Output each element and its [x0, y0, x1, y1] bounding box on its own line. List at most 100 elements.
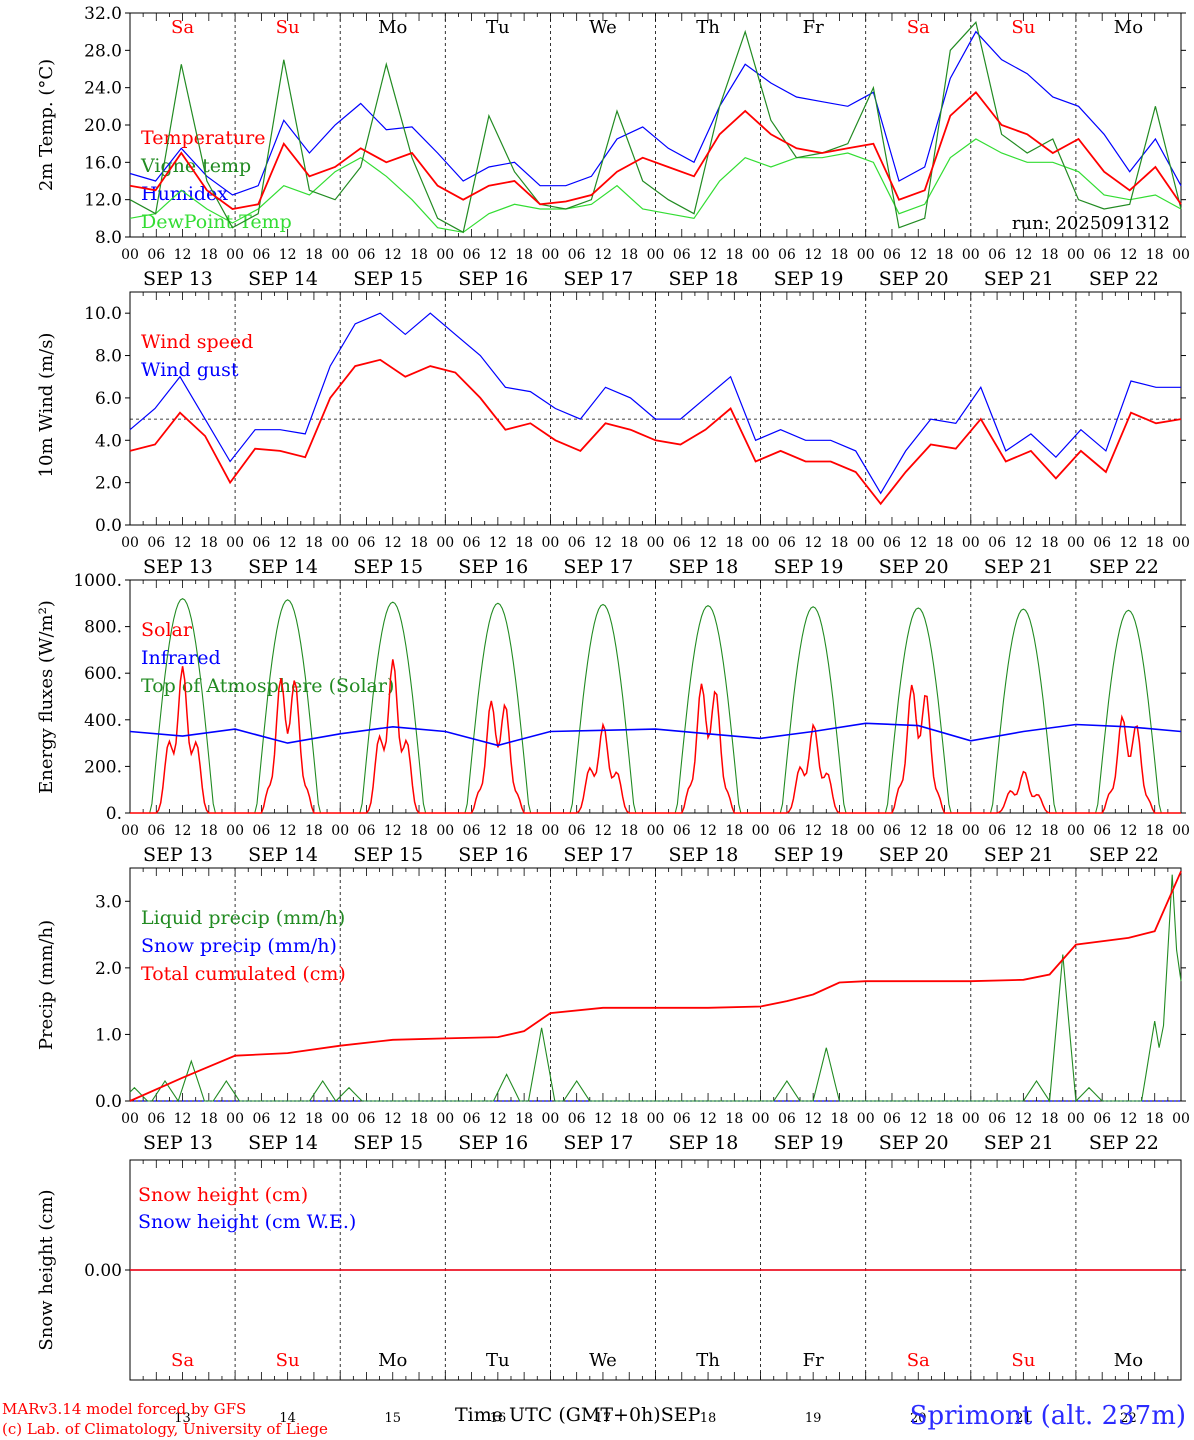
date-label: SEP 14	[248, 844, 318, 866]
date-label: SEP 15	[353, 268, 423, 290]
hour-tick-label: 06	[358, 823, 376, 839]
hour-tick-label: 00	[436, 1111, 454, 1127]
hour-tick-label: 18	[936, 247, 954, 263]
date-label: SEP 18	[669, 268, 739, 290]
date-label: SEP 14	[248, 268, 318, 290]
date-label: SEP 21	[984, 556, 1054, 578]
y-tick-label: 200.	[84, 757, 122, 777]
hour-tick-label: 00	[121, 247, 139, 263]
hour-tick-label: 00	[962, 535, 980, 551]
hour-tick-label: 12	[384, 1111, 402, 1127]
weekday-label: Su	[276, 1350, 300, 1371]
hour-tick-label: 06	[1093, 823, 1111, 839]
hour-tick-label: 18	[725, 247, 743, 263]
hour-tick-label: 12	[594, 247, 612, 263]
hour-tick-label: 12	[174, 535, 192, 551]
hour-tick-label: 00	[1172, 823, 1190, 839]
hour-tick-label: 00	[436, 247, 454, 263]
date-label: SEP 19	[774, 268, 844, 290]
legend-entry: Humidex	[141, 183, 228, 205]
series-line-wind-speed	[129, 358, 1182, 506]
hour-tick-label: 00	[1067, 1111, 1085, 1127]
panel-precip: 0.0 1.0 2.0 3.0 Precip (mm/h) Liquid precip (…	[36, 867, 1190, 1154]
hour-tick-label: 12	[174, 247, 192, 263]
hour-tick-label: 06	[673, 823, 691, 839]
y-tick-label: 0.0	[95, 516, 122, 536]
hour-tick-label: 12	[279, 823, 297, 839]
hour-tick-label: 06	[1093, 247, 1111, 263]
weekday-label: Sa	[171, 17, 194, 38]
hour-tick-label: 06	[883, 1111, 901, 1127]
hour-tick-label: 12	[384, 247, 402, 263]
hour-tick-label: 18	[1146, 823, 1164, 839]
panel-wind: 0.0 2.0 4.0 6.0 8.0 10.0 10m Wind (m/s) Wind sp…	[36, 291, 1190, 578]
hour-tick-label: 18	[1146, 1111, 1164, 1127]
hour-tick-label: 18	[410, 823, 428, 839]
model-credit: MARv3.14 model forced by GFS	[2, 1400, 247, 1418]
series-line-temperature	[129, 90, 1182, 210]
y-tick-label: 24.0	[84, 79, 122, 99]
hour-tick-label: 06	[1093, 535, 1111, 551]
y-tick-label: 8.0	[95, 228, 122, 248]
station-name: Sprimont (alt. 237m)	[909, 1401, 1186, 1431]
hour-tick-label: 06	[358, 1111, 376, 1127]
hour-tick-label: 06	[883, 823, 901, 839]
hour-tick-label: 00	[857, 823, 875, 839]
y-tick-label: 10.0	[84, 304, 122, 324]
date-label: SEP 13	[143, 556, 213, 578]
weekday-label: Mo	[1114, 1350, 1143, 1371]
date-label: SEP 19	[774, 844, 844, 866]
date-label: SEP 20	[879, 268, 949, 290]
date-label: SEP 22	[1089, 1132, 1159, 1154]
hour-tick-label: 18	[936, 535, 954, 551]
hour-tick-label: 00	[541, 1111, 559, 1127]
hour-tick-label: 12	[699, 1111, 717, 1127]
date-label: SEP 19	[774, 1132, 844, 1154]
hour-tick-label: 00	[226, 535, 244, 551]
date-label: SEP 15	[353, 844, 423, 866]
hour-tick-label: 18	[410, 1111, 428, 1127]
hour-tick-label: 00	[436, 823, 454, 839]
series-line-humidex	[129, 30, 1182, 196]
hour-tick-label: 18	[410, 247, 428, 263]
weekday-label: Fr	[803, 17, 824, 38]
date-label: SEP 20	[879, 556, 949, 578]
hour-tick-label: 00	[226, 823, 244, 839]
date-label: SEP 13	[143, 844, 213, 866]
panel-energy: 0. 200. 400. 600. 800. 1000. Energy fluxes (W/…	[36, 571, 1190, 866]
date-label: SEP 17	[563, 844, 633, 866]
y-tick-label: 2.0	[95, 959, 122, 979]
hour-tick-label: 06	[463, 1111, 481, 1127]
y-tick-label: 800.	[84, 618, 122, 638]
date-label: SEP 22	[1089, 844, 1159, 866]
weekday-label: Fr	[803, 1350, 824, 1371]
y-axis-label: 2m Temp. (°C)	[36, 59, 57, 191]
hour-tick-label: 00	[962, 823, 980, 839]
hour-tick-label: 06	[883, 535, 901, 551]
hour-tick-label: 00	[1172, 1111, 1190, 1127]
date-label: SEP 17	[563, 1132, 633, 1154]
day-number-label: 15	[384, 1411, 401, 1426]
date-label: SEP 16	[458, 844, 528, 866]
y-tick-label: 32.0	[84, 4, 122, 24]
hour-tick-label: 12	[909, 247, 927, 263]
legend-entry: Snow precip (mm/h)	[141, 935, 337, 957]
legend-entry: Total cumulated (cm)	[141, 963, 346, 985]
hour-tick-label: 12	[279, 1111, 297, 1127]
day-number-label: 16	[490, 1411, 507, 1426]
weekday-label: Sa	[907, 1350, 930, 1371]
hour-tick-label: 18	[515, 1111, 533, 1127]
hour-tick-label: 00	[857, 247, 875, 263]
y-tick-label: 12.0	[84, 191, 122, 211]
hour-tick-label: 06	[1093, 1111, 1111, 1127]
hour-tick-label: 06	[147, 247, 165, 263]
hour-tick-label: 06	[673, 247, 691, 263]
weekday-label: Th	[696, 17, 720, 38]
day-number-label: 19	[805, 1411, 822, 1426]
hour-tick-label: 00	[1172, 247, 1190, 263]
x-axis-title: Time UTC (GMT+0h)	[455, 1404, 661, 1426]
hour-tick-label: 00	[752, 823, 770, 839]
date-label: SEP 13	[143, 1132, 213, 1154]
day-number-label: 13	[174, 1411, 191, 1426]
weekday-label: Su	[276, 17, 300, 38]
